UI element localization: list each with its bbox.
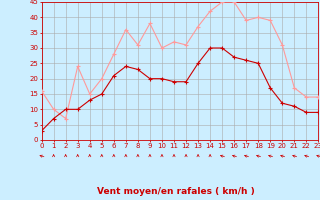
Text: Vent moyen/en rafales ( km/h ): Vent moyen/en rafales ( km/h ) <box>97 186 255 196</box>
